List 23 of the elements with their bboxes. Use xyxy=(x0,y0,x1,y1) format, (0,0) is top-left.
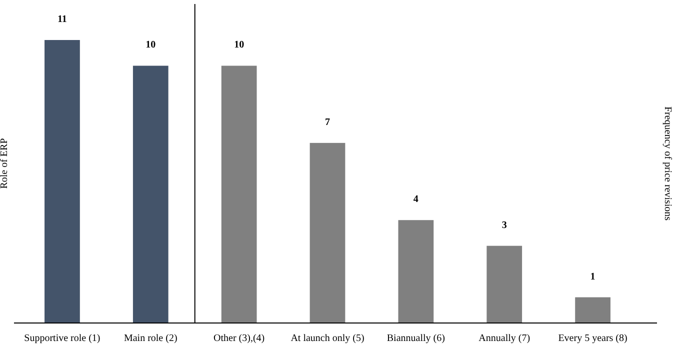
bar xyxy=(221,66,257,323)
data-label: 4 xyxy=(413,194,418,206)
x-tick-label: Main role (2) xyxy=(124,333,178,344)
data-label: 11 xyxy=(57,14,67,26)
data-label: 1 xyxy=(590,271,596,282)
x-tick-label: Other (3),(4) xyxy=(214,333,265,344)
x-tick-label: Supportive role (1) xyxy=(24,333,100,344)
x-tick-label: Annually (7) xyxy=(478,333,530,344)
bar xyxy=(132,66,168,323)
bar xyxy=(44,40,80,323)
bar xyxy=(398,220,434,323)
y-axis-title: Role of ERP xyxy=(0,138,10,189)
data-label: 10 xyxy=(234,40,244,51)
y2-axis-title: Frequency of price revisions xyxy=(662,106,673,221)
data-label: 3 xyxy=(502,220,507,231)
bar xyxy=(310,142,346,323)
x-tick-label: Biannually (6) xyxy=(386,333,445,344)
data-label: 7 xyxy=(325,116,330,128)
x-tick-label: At launch only (5) xyxy=(290,333,364,344)
bar xyxy=(575,297,610,323)
bar xyxy=(486,246,522,323)
x-tick-label: Every 5 years (8) xyxy=(558,333,628,344)
data-label: 10 xyxy=(146,40,156,51)
